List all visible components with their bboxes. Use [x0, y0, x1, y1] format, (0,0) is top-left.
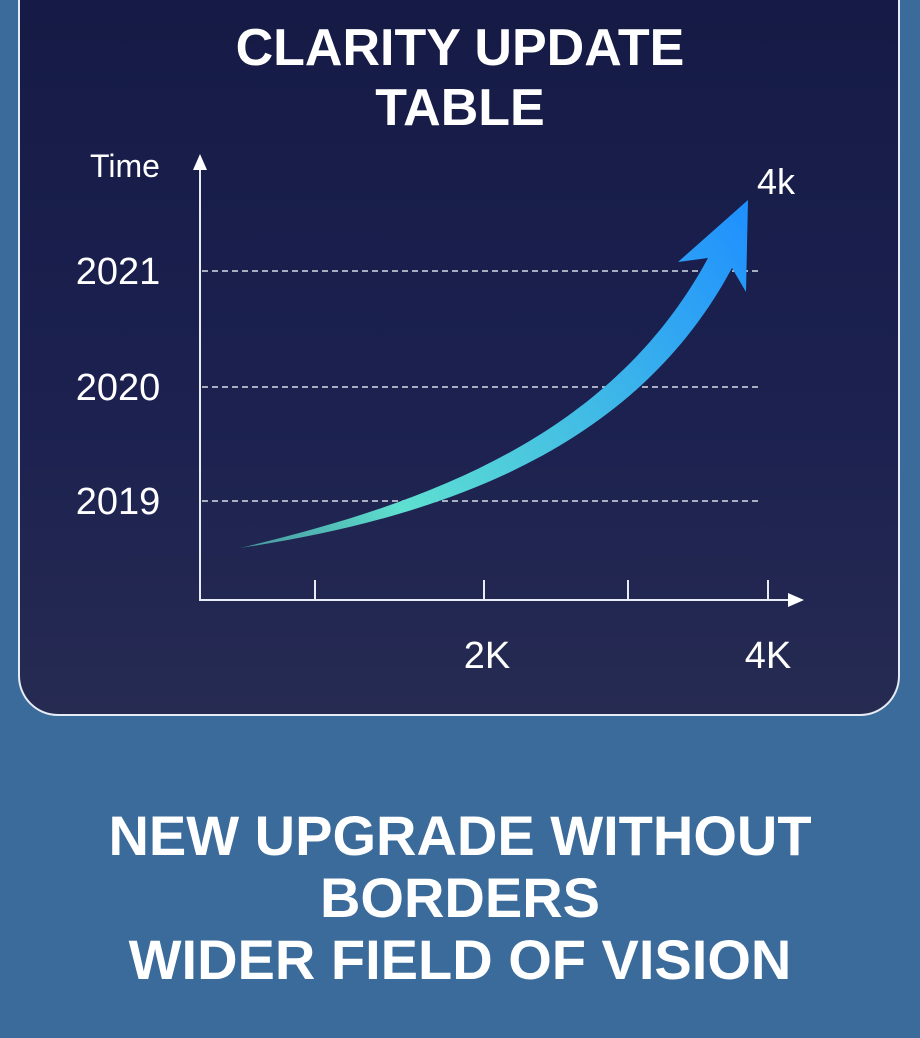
growth-arrow [240, 200, 748, 548]
y-tick-label: 2021 [76, 251, 161, 293]
footer-line-2: BORDERS [319, 866, 601, 929]
footer-text: NEW UPGRADE WITHOUT BORDERS WIDER FIELD … [0, 805, 920, 991]
y-axis-arrow-icon [193, 154, 207, 170]
arrow-annotation: 4k [757, 161, 796, 202]
y-tick-label: 2020 [76, 367, 161, 409]
x-tick-label: 4K [745, 635, 791, 677]
chart-panel [18, 0, 900, 716]
growth-chart: Time 2019 2020 2021 2K 4K 4k [76, 148, 804, 677]
x-tick-label: 2K [464, 635, 510, 677]
footer-line-1: NEW UPGRADE WITHOUT [108, 804, 812, 867]
x-axis-arrow-icon [788, 593, 804, 607]
y-tick-label: 2019 [76, 481, 161, 523]
title-line-2: TABLE [375, 79, 545, 137]
title-line-1: CLARITY UPDATE [235, 19, 685, 77]
page-title: CLARITY UPDATE TABLE [0, 18, 920, 138]
y-axis-label: Time [90, 148, 160, 184]
footer-line-3: WIDER FIELD OF VISION [128, 928, 792, 991]
